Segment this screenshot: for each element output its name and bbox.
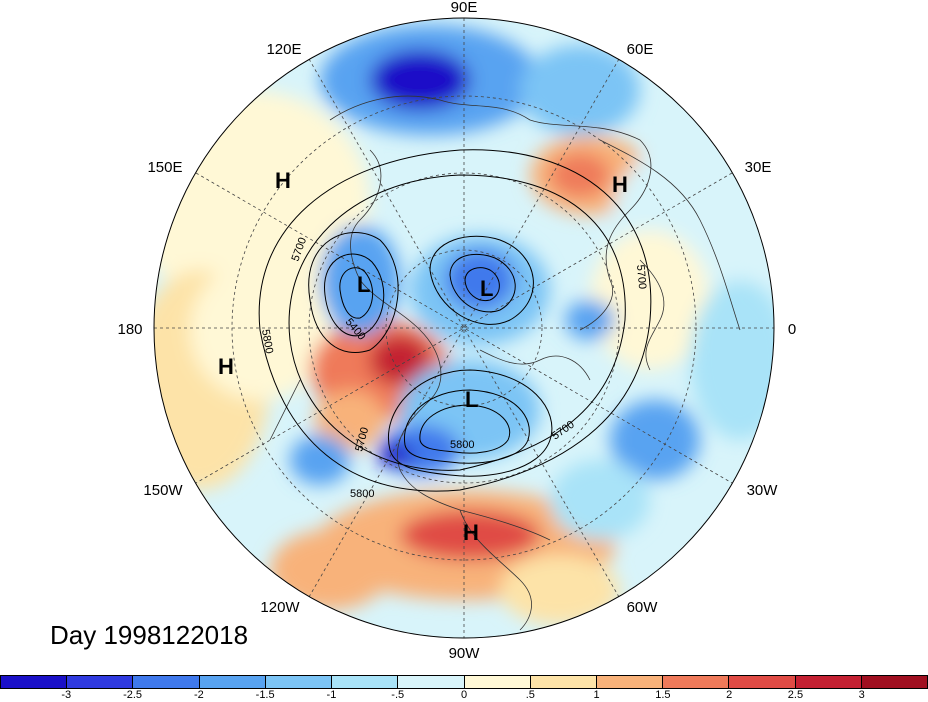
- globe-outline: [153, 17, 775, 639]
- colorbar-swatch: [332, 676, 399, 688]
- longitude-labels: 90E 120E 60E 150E 30E 180 0 150W 30W 120…: [117, 0, 796, 662]
- colorbar-tick-label: -1.5: [255, 689, 275, 701]
- colorbar-swatch: [795, 676, 862, 688]
- height-contours: [258, 149, 652, 492]
- colorbar-tick-label: 1.5: [655, 689, 671, 701]
- contour-label: 5800: [350, 488, 374, 500]
- colorbar-tick-label: 3: [858, 689, 865, 701]
- colorbar-tick-label: -3: [61, 689, 72, 701]
- contour-label: 5700: [634, 264, 648, 289]
- lon-label-30w: 30W: [747, 482, 779, 499]
- lon-label-0: 0: [788, 321, 796, 338]
- colorbar-swatch: [265, 676, 333, 688]
- high-center: H: [612, 172, 628, 197]
- contour-label: 5800: [450, 439, 474, 451]
- lon-label-150w: 150W: [143, 482, 183, 499]
- polar-map: 90E 120E 60E 150E 30E 180 0 150W 30W 120…: [117, 0, 796, 662]
- colorbar-tick-label: -2: [193, 689, 204, 701]
- colorbar-tick-label: 1: [593, 689, 600, 701]
- colorbar-swatch: [133, 676, 200, 688]
- lon-label-30e: 30E: [745, 159, 772, 176]
- low-center: L: [480, 276, 493, 301]
- low-center: L: [465, 387, 478, 412]
- coastlines: [269, 95, 741, 631]
- map-title: Day 1998122018: [50, 620, 249, 650]
- colorbar-swatch: [663, 676, 730, 688]
- colorbar-swatch: [464, 676, 531, 688]
- colorbar-swatches: [0, 675, 928, 689]
- colorbar-tick-label: .5: [525, 689, 535, 701]
- colorbar-swatch: [861, 676, 928, 688]
- colorbar-tick-label: 2.5: [787, 689, 804, 701]
- colorbar-tick-label: 2: [726, 689, 733, 701]
- colorbar-swatch: [596, 676, 664, 688]
- colorbar-swatch: [398, 676, 465, 688]
- colorbar-tick-label: -2.5: [123, 689, 143, 701]
- colorbar-swatch: [67, 676, 134, 688]
- high-center: H: [463, 520, 479, 545]
- colorbar-tick-label: 0: [460, 689, 468, 701]
- lon-label-90w: 90W: [449, 645, 481, 662]
- pressure-centers: H H L L H L H: [218, 168, 628, 545]
- lon-label-150e: 150E: [147, 159, 182, 176]
- high-center: H: [218, 354, 234, 379]
- lon-label-60e: 60E: [627, 41, 654, 58]
- colorbar: -3 -2.5 -2 -1.5 -1 -.5 0 .5 1 1.5 2 2.5 3: [0, 675, 928, 702]
- low-center: L: [357, 272, 370, 297]
- colorbar-tick-label: -1: [326, 689, 337, 701]
- high-center: H: [275, 168, 291, 193]
- colorbar-swatch: [729, 676, 796, 688]
- colorbar-swatch: [1, 676, 68, 688]
- colorbar-swatch: [530, 676, 597, 688]
- anomaly-field: [154, 18, 774, 638]
- contour-label: 5800: [259, 328, 275, 354]
- lon-label-120w: 120W: [260, 599, 300, 616]
- lon-label-180: 180: [117, 321, 142, 338]
- lon-label-120e: 120E: [266, 41, 301, 58]
- colorbar-swatch: [199, 676, 266, 688]
- lon-label-60w: 60W: [627, 599, 659, 616]
- colorbar-tick-label: -.5: [391, 689, 405, 701]
- lon-label-90e: 90E: [451, 0, 478, 16]
- graticule: [154, 18, 774, 638]
